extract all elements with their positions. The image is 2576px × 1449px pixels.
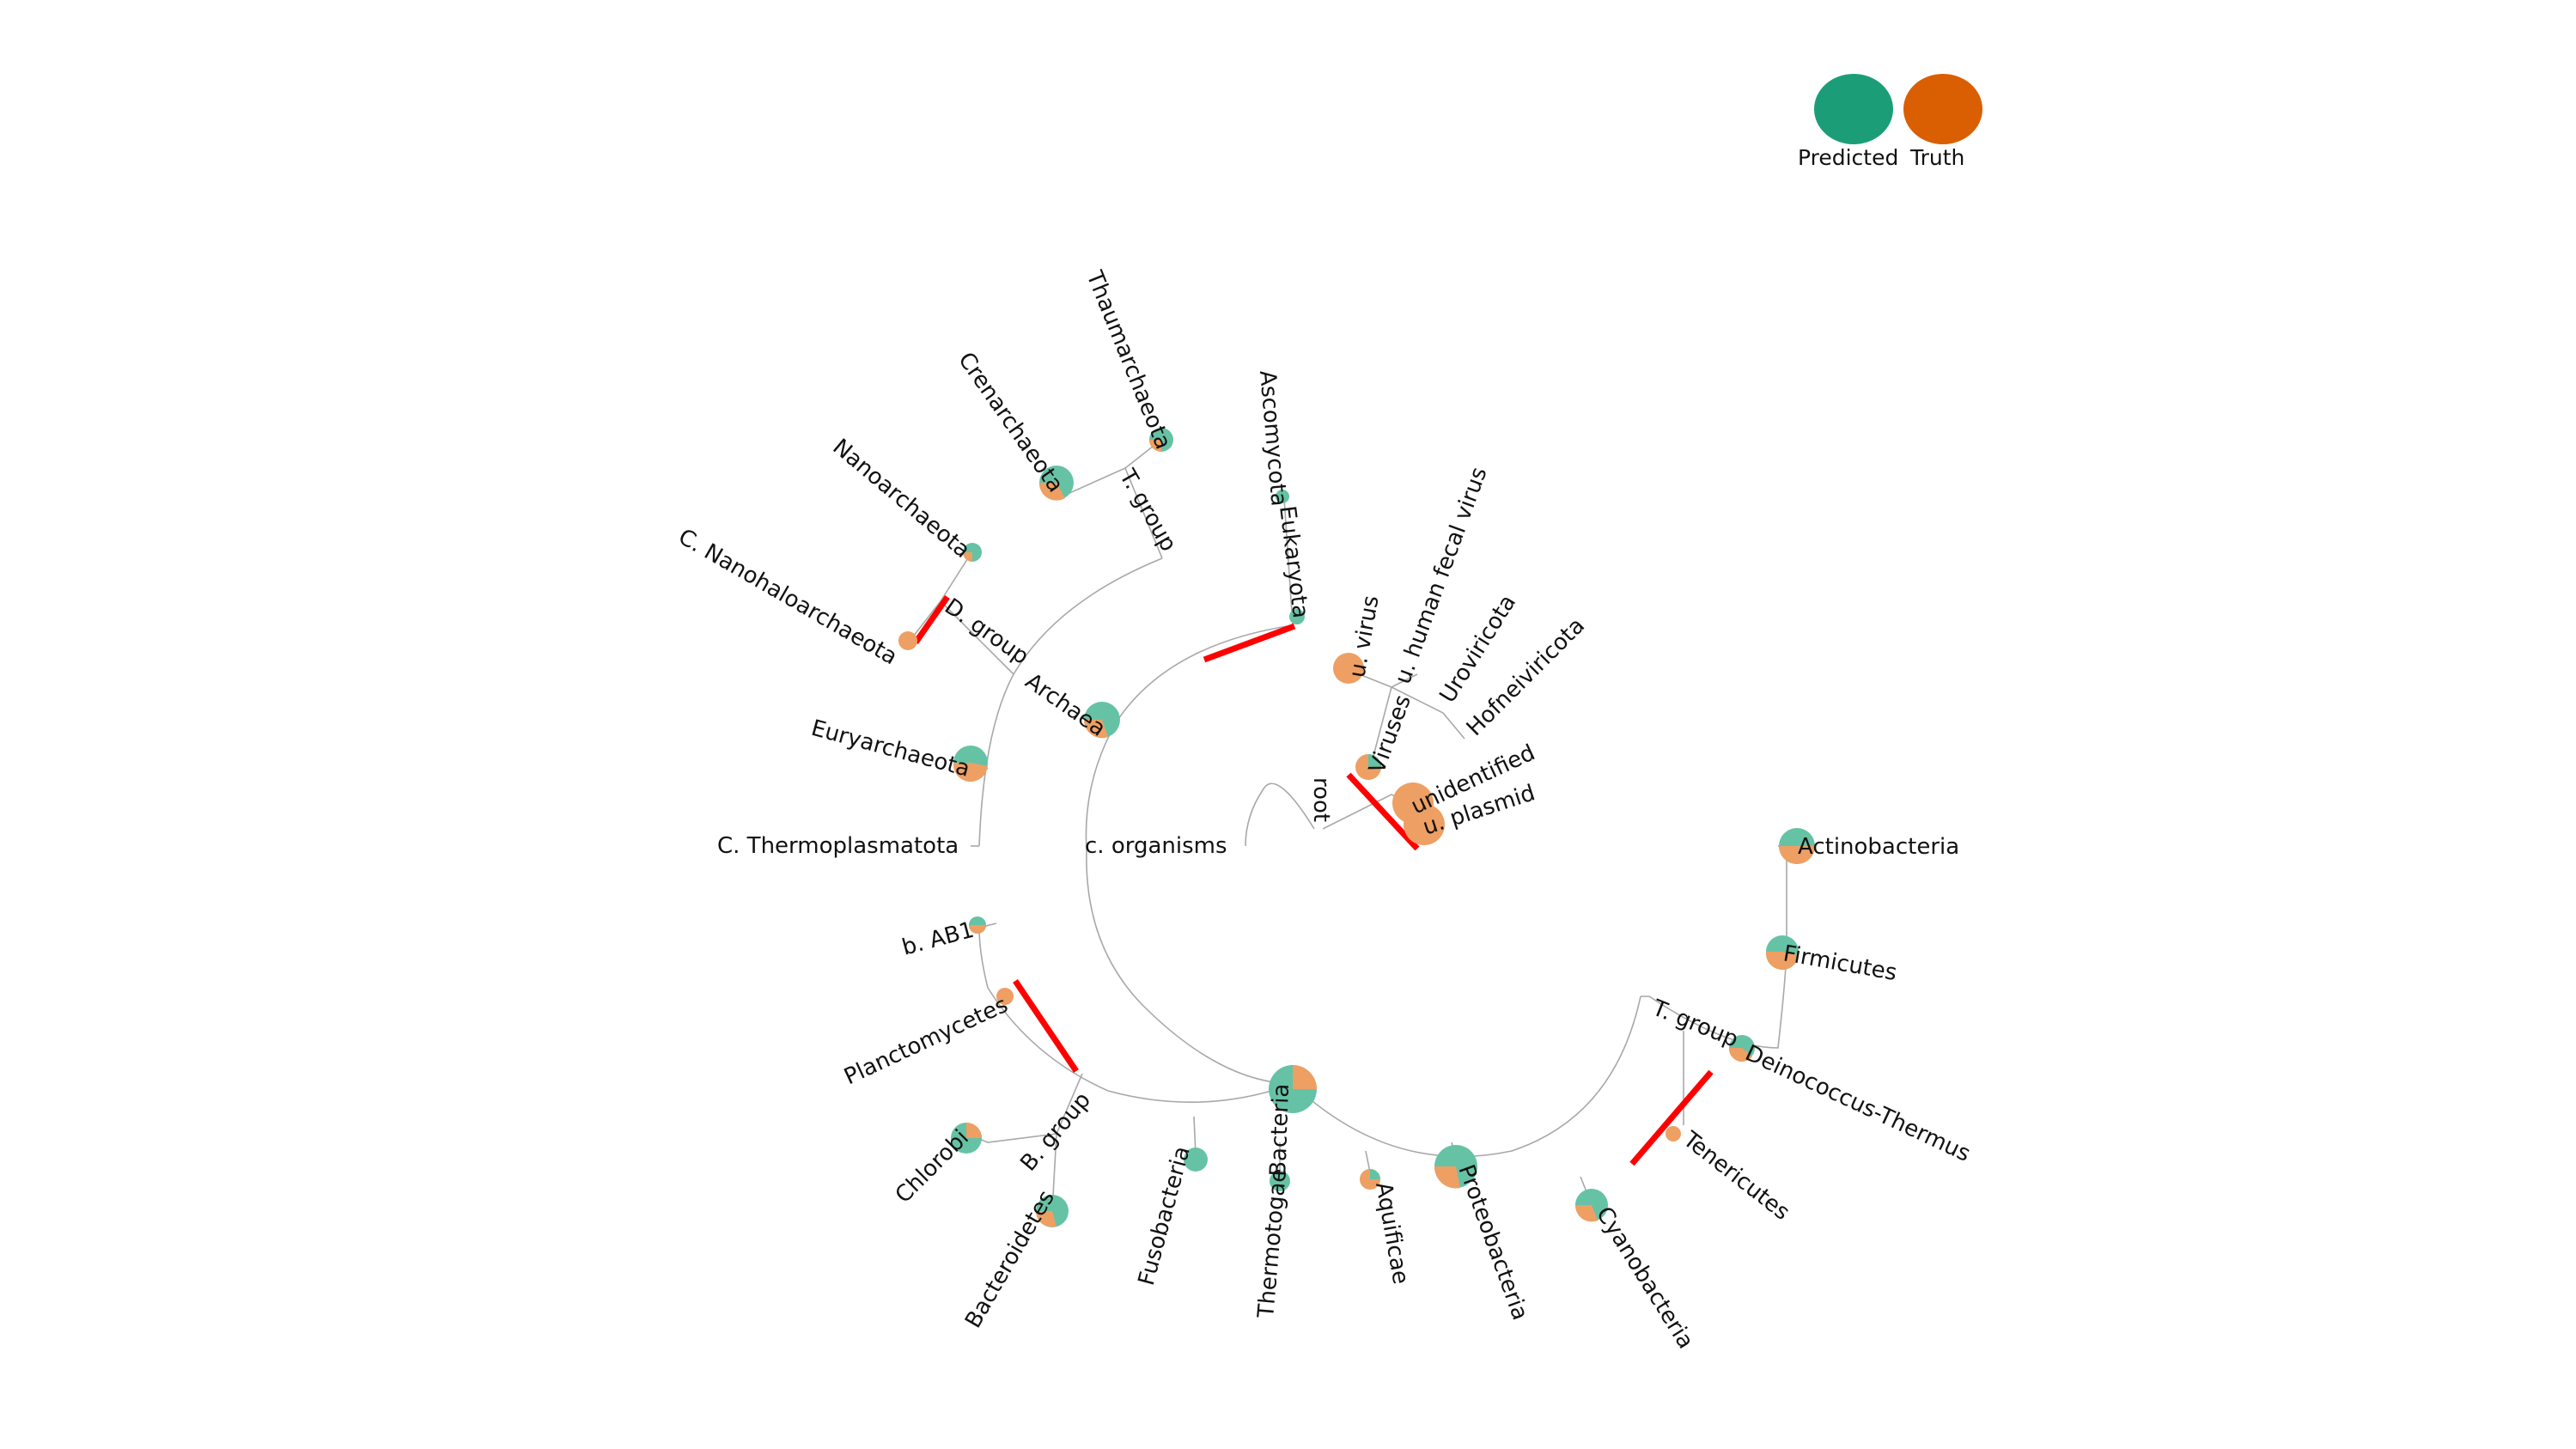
label-planctomycetes: Planctomycetes xyxy=(840,992,1012,1090)
label-cyanobacteria: Cyanobacteria xyxy=(1591,1202,1698,1354)
label-crenarchaeota: Crenarchaeota xyxy=(953,348,1068,497)
branch-uroviricota xyxy=(1391,686,1465,740)
label-viruses: Viruses xyxy=(1364,691,1416,776)
node-marker-thaumarchaeota xyxy=(1149,428,1173,452)
node-marker-firmicutes xyxy=(1765,935,1799,971)
label-root: root xyxy=(1308,777,1334,822)
label-aquificae: Aquificae xyxy=(1370,1180,1413,1287)
node-marker-deinococcus-thermus xyxy=(1728,1035,1755,1062)
node-marker-ascomycota xyxy=(1276,490,1289,503)
label-u-virus: u. virus xyxy=(1344,594,1384,679)
tree-labels: root c. organisms Archaea T. group Thaum… xyxy=(674,266,1975,1353)
branch-root-c-organisms xyxy=(1245,782,1315,847)
node-marker-cyanobacteria xyxy=(1574,1189,1608,1222)
label-euryarchaeota: Euryarchaeota xyxy=(808,715,972,782)
node-marker-bacteroidetes xyxy=(1036,1195,1069,1227)
node-marker-u-plasmid xyxy=(1404,804,1445,845)
node-marker-planctomycetes xyxy=(996,988,1014,1005)
node-marker-fusobacteria xyxy=(1184,1148,1208,1172)
legend-predicted-label: Predicted xyxy=(1798,145,1898,170)
difference-marker-tenericutes xyxy=(1629,1069,1714,1166)
node-marker-u-virus xyxy=(1333,653,1364,684)
branch-u-human-fecal-virus xyxy=(1391,673,1418,688)
label-nanoarchaeota: Nanoarchaeota xyxy=(828,434,975,563)
node-marker-crenarchaeota xyxy=(1038,466,1074,501)
node-marker-actinobacteria xyxy=(1779,828,1815,864)
label-b-group: B. group xyxy=(1015,1087,1096,1176)
difference-marker-viruses xyxy=(1346,772,1420,851)
difference-marker-planctomycetes xyxy=(1013,979,1079,1073)
label-thaumarchaeota: Thaumarchaeota xyxy=(1081,266,1176,453)
node-marker-thermotogae xyxy=(1270,1171,1290,1191)
branch-bacteria-right-arc xyxy=(1292,995,1641,1158)
difference-markers xyxy=(913,594,1714,1166)
difference-marker-d-group xyxy=(913,594,950,645)
node-marker-b-ab1 xyxy=(969,916,986,934)
tree-branches xyxy=(910,439,1787,1212)
label-d-group: D. group xyxy=(940,594,1033,670)
label-deinococcus-thermus: Deinococcus-Thermus xyxy=(1741,1040,1974,1167)
label-t-group-bacteria: T. group xyxy=(1647,995,1741,1052)
node-marker-euryarchaeota xyxy=(953,746,988,782)
node-marker-eukaryota xyxy=(1289,609,1305,624)
node-markers xyxy=(898,428,1815,1227)
legend: Predicted Truth xyxy=(1798,74,1982,170)
label-b-ab1: b. AB1 xyxy=(899,917,977,961)
branch-bacteria-left-arc xyxy=(978,927,1294,1103)
node-marker-archaea xyxy=(1083,702,1120,739)
label-c-thermoplasmatota: C. Thermoplasmatota xyxy=(717,833,959,859)
node-marker-aquificae xyxy=(1360,1169,1380,1190)
label-proteobacteria: Proteobacteria xyxy=(1452,1161,1532,1324)
label-actinobacteria: Actinobacteria xyxy=(1798,834,1959,860)
branch-t-group-bacteria xyxy=(1641,846,1787,1049)
legend-truth-label: Truth xyxy=(1909,145,1964,170)
label-chlorobi: Chlorobi xyxy=(891,1125,974,1209)
branch-aquificae xyxy=(1365,1150,1371,1173)
label-c-nanohaloarchaeota: C. Nanohaloarchaeota xyxy=(674,524,902,670)
legend-truth-swatch xyxy=(1903,74,1982,144)
label-tenericutes: Tenericutes xyxy=(1678,1126,1794,1226)
label-ascomycota: Ascomycota xyxy=(1254,369,1292,508)
label-c-organisms: c. organisms xyxy=(1085,833,1227,859)
branch-c-organisms-arc xyxy=(1085,624,1294,1085)
difference-marker-eukaryota xyxy=(1203,623,1296,663)
node-marker-proteobacteria xyxy=(1434,1145,1477,1189)
node-marker-chlorobi xyxy=(951,1123,982,1154)
node-marker-bacteria xyxy=(1269,1065,1317,1113)
label-fusobacteria: Fusobacteria xyxy=(1134,1143,1196,1288)
label-t-group-archaea: T. group xyxy=(1113,465,1181,557)
label-bacteroidetes: Bacteroidetes xyxy=(960,1186,1060,1333)
legend-predicted-swatch xyxy=(1814,74,1893,144)
label-bacteria: Bacteria xyxy=(1265,1083,1294,1177)
node-marker-c-nanohaloarchaeota xyxy=(898,631,917,650)
node-marker-nanoarchaeota xyxy=(963,543,982,562)
node-marker-tenericutes xyxy=(1666,1126,1681,1142)
branch-nanohaloarchaeota xyxy=(910,600,941,641)
label-firmicutes: Firmicutes xyxy=(1781,941,1899,986)
node-marker-viruses xyxy=(1355,754,1381,780)
label-thermotogae: Thermotogae xyxy=(1253,1167,1292,1319)
label-eukaryota: Eukaryota xyxy=(1274,504,1313,619)
